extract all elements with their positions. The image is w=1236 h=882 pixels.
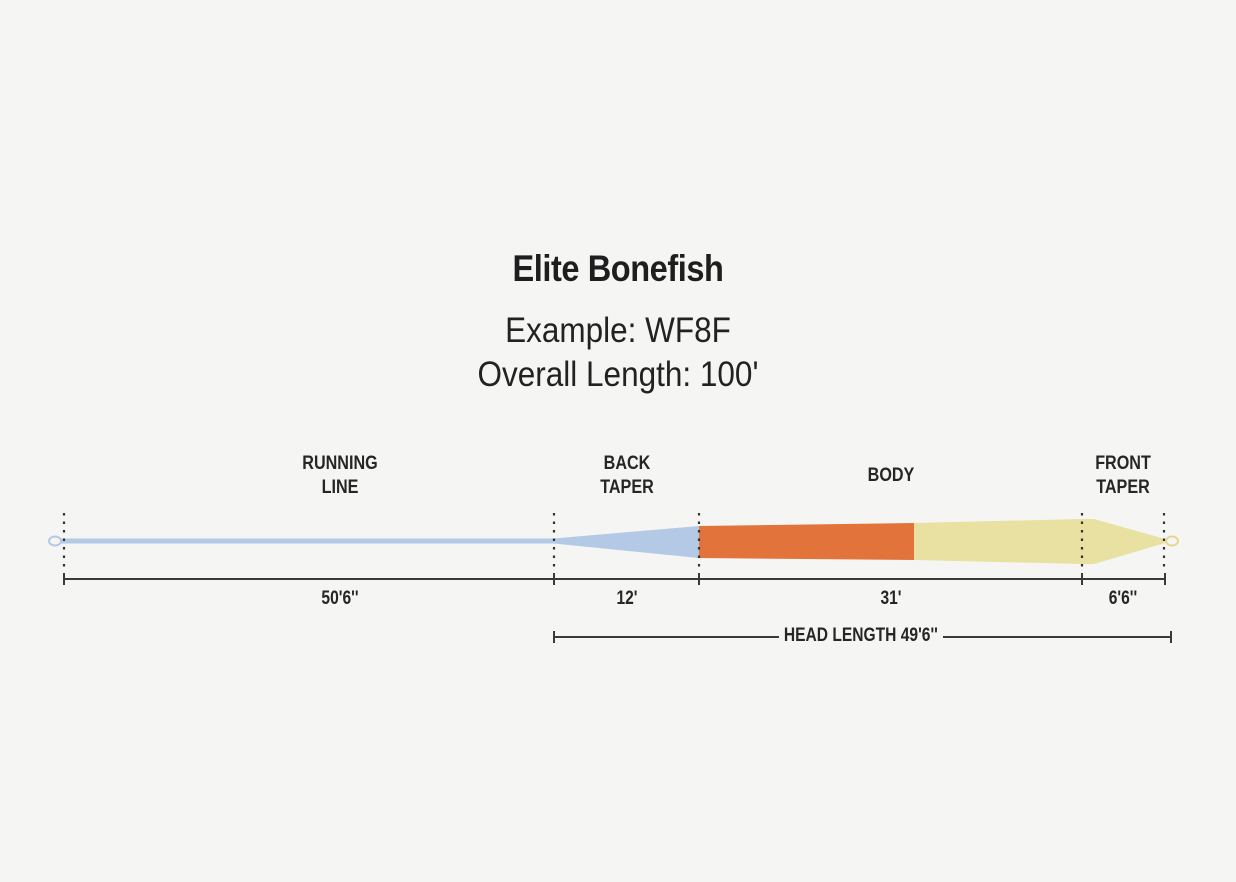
- running-line-shape: [48, 535, 554, 547]
- front-taper-label: FRONT TAPER: [1038, 452, 1208, 500]
- body-length: 31': [880, 588, 902, 609]
- front-loop: [1165, 535, 1179, 547]
- back-taper-label: BACK TAPER: [542, 452, 712, 500]
- label-line-1: RUNNING: [302, 453, 378, 474]
- body-yellow-shape: [914, 519, 1082, 564]
- front-taper-shape: [1082, 519, 1165, 564]
- body-label: BODY: [806, 464, 976, 488]
- segment-dividers: [62, 513, 1166, 572]
- label-line-2: LINE: [321, 477, 359, 498]
- back-taper-length: 12': [616, 588, 638, 609]
- head-length-label: HEAD LENGTH 49'6'': [779, 625, 943, 647]
- running-line-label: RUNNING LINE: [255, 452, 425, 500]
- label-line-2: TAPER: [1096, 477, 1150, 498]
- example-line: Example: WF8F: [505, 311, 731, 350]
- front-taper-length: 6'6'': [1108, 588, 1138, 609]
- diagram-title: Elite Bonefish: [512, 248, 724, 289]
- head-length-container: HEAD LENGTH 49'6'': [661, 625, 1061, 647]
- overall-length: Overall Length: 100': [477, 355, 759, 394]
- label-line-2: TAPER: [600, 477, 654, 498]
- label-line-1: BODY: [867, 465, 915, 486]
- dimension-line: [63, 573, 1166, 585]
- back-taper-shape: [554, 526, 699, 558]
- body-orange-shape: [699, 523, 914, 560]
- running-line-length: 50'6'': [321, 588, 359, 609]
- label-line-1: BACK: [603, 453, 651, 474]
- label-line-1: FRONT: [1095, 453, 1151, 474]
